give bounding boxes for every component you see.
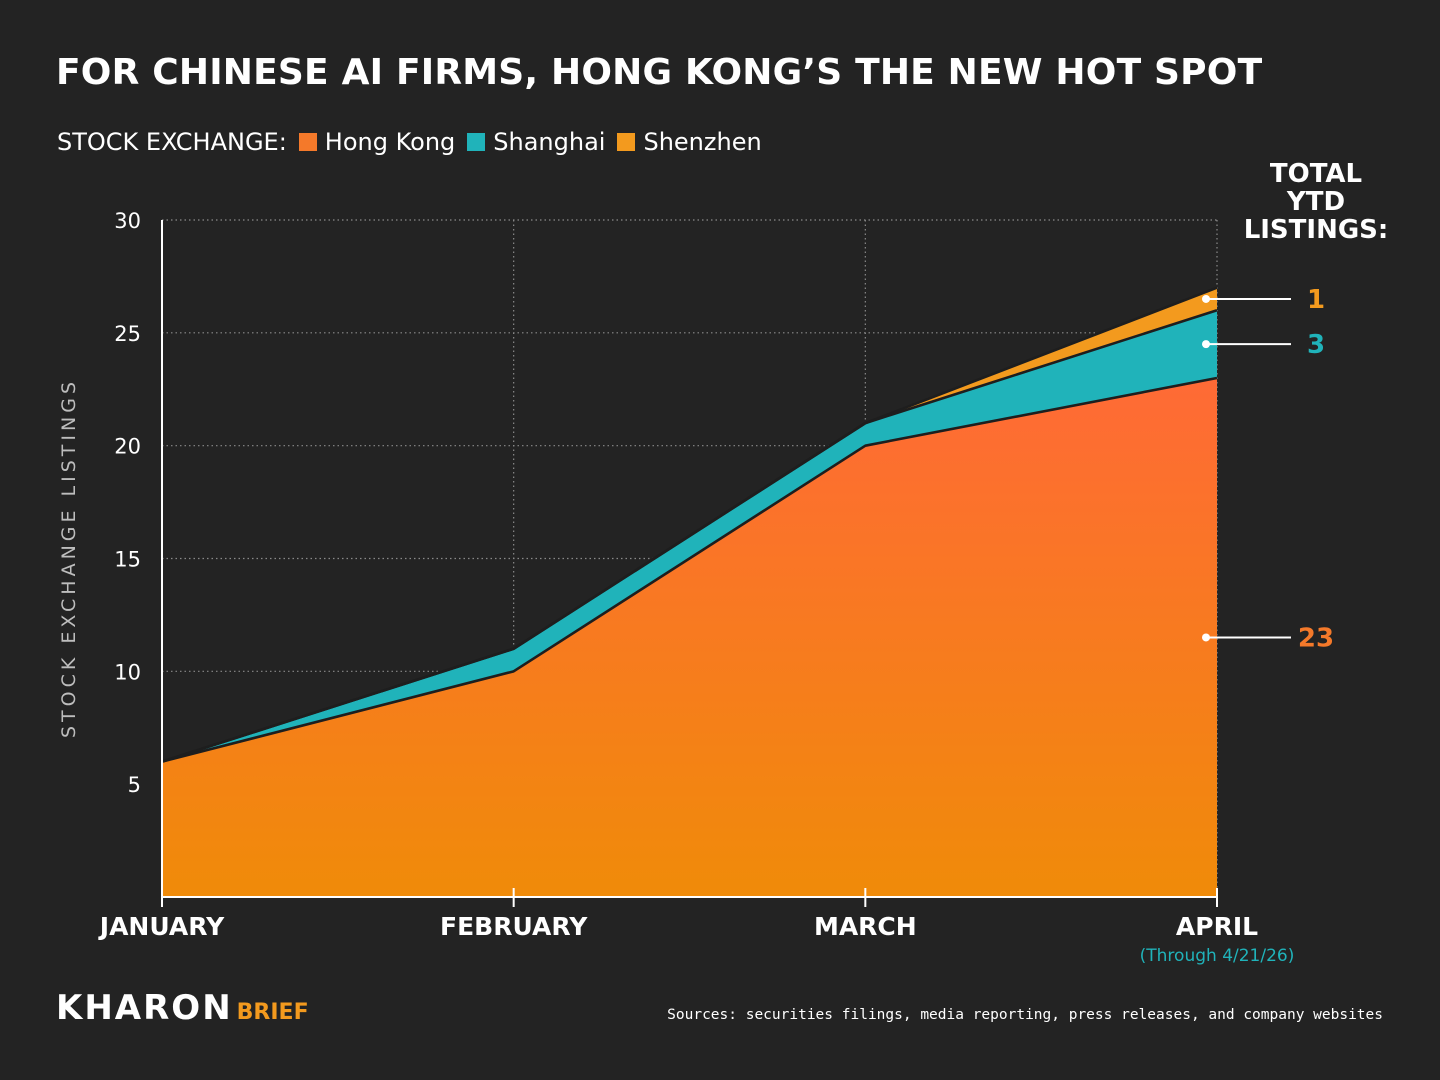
totals-header-line-1: TOTAL	[1270, 159, 1362, 189]
april-date-note: (Through 4/21/26)	[1140, 946, 1295, 966]
totals-header-line-3: LISTINGS:	[1244, 215, 1389, 245]
area-series	[161, 286, 1218, 898]
legend: STOCK EXCHANGE: Hong Kong Shanghai Shenz…	[57, 128, 762, 156]
x-tick-label-january: JANUARY	[98, 912, 225, 941]
x-tick-label-february: FEBRUARY	[440, 912, 588, 941]
chart-title: FOR CHINESE AI FIRMS, HONG KONG’S THE NE…	[56, 52, 1263, 93]
legend-text-hong-kong: Hong Kong	[324, 128, 456, 156]
y-axis-label: STOCK EXCHANGE LISTINGS	[58, 378, 80, 738]
boundary-line-hong-kong	[161, 376, 1218, 763]
legend-swatch-hong-kong	[298, 133, 317, 151]
y-tick-label-10: 10	[114, 660, 141, 684]
legend-item-shanghai: Shanghai	[467, 128, 605, 156]
y-tick-label-25: 25	[114, 322, 141, 346]
total-value-shenzhen: 1	[1307, 285, 1325, 315]
total-value-hong-kong: 23	[1298, 623, 1334, 653]
legend-swatch-shanghai	[467, 133, 486, 151]
totals-annotations: TOTAL YTD LISTINGS: 1 3 23	[1202, 159, 1388, 653]
y-tick-label-20: 20	[114, 435, 141, 459]
axis-labels: 5 10 15 20 25 30 JANUARY FEBRUARY MARCH APRIL (Thr…	[58, 209, 1294, 966]
legend-swatch-shenzhen	[617, 133, 636, 151]
legend-text-shanghai: Shanghai	[493, 128, 606, 156]
logo-main-text: KHARON	[56, 988, 233, 1028]
legend-label: STOCK EXCHANGE:	[57, 128, 287, 156]
y-tick-label-5: 5	[128, 773, 141, 797]
x-tick-label-april: APRIL	[1176, 912, 1258, 941]
area-hong-kong	[162, 377, 1217, 898]
axes	[161, 220, 1218, 907]
logo-accent-text: BRIEF	[236, 1000, 309, 1025]
boundary-line-shenzhen	[161, 286, 1218, 763]
y-tick-label-15: 15	[114, 548, 141, 572]
totals-header-line-2: YTD	[1286, 187, 1345, 217]
y-tick-label-30: 30	[114, 209, 141, 233]
area-shenzhen	[162, 287, 1217, 762]
x-tick-label-march: MARCH	[814, 912, 917, 941]
sources-note: Sources: securities filings, media repor…	[667, 1007, 1383, 1023]
legend-text-shenzhen: Shenzhen	[643, 128, 762, 156]
legend-item-hong-kong: Hong Kong	[298, 128, 456, 156]
totals-header: TOTAL YTD LISTINGS:	[1244, 159, 1389, 245]
legend-item-shenzhen: Shenzhen	[617, 128, 762, 156]
brand-logo: KHARON BRIEF	[56, 988, 309, 1028]
total-value-shanghai: 3	[1307, 330, 1325, 360]
area-shanghai	[162, 310, 1217, 762]
